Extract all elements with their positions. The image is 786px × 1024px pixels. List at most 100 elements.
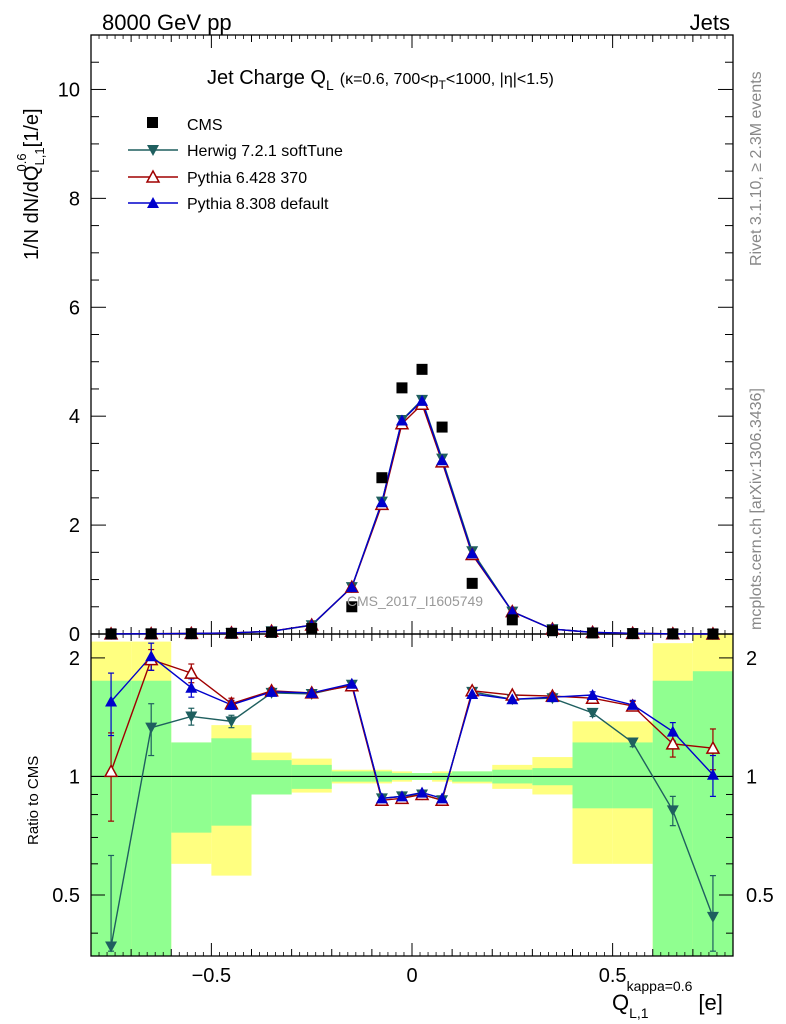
- main-point-cms-6: [346, 601, 358, 613]
- ratio-point-pythia8-14: [586, 689, 599, 701]
- y-tick-label-main-1: 2: [69, 515, 80, 537]
- ratio-point-pythia6-0: [103, 763, 119, 778]
- main-line-pythia8: [111, 399, 713, 635]
- analysis-watermark: CMS_2017_I1605749: [347, 593, 483, 609]
- main-point-pythia8-12: [506, 605, 519, 617]
- legend: CMS Herwig 7.2.1 softTune Pythia 6.428 3…: [128, 117, 343, 213]
- legend-marker-pythia8: [147, 197, 159, 208]
- ratio-point-pythia6-17: [705, 740, 721, 754]
- ratio-point-pythia8-0: [105, 695, 118, 707]
- main-point-pythia8-6: [345, 581, 358, 593]
- ratio-point-herwig-3: [225, 716, 238, 728]
- x-axis-label: QL,1kappa=0.6[e]: [612, 978, 723, 1021]
- main-point-cms-9: [416, 363, 428, 375]
- ratio-point-pythia8-11: [466, 687, 479, 699]
- ratio-point-pythia8-9: [416, 786, 429, 798]
- main-point-cms-10: [436, 421, 448, 433]
- main-point-cms-14: [587, 627, 599, 639]
- legend-marker-cms: [147, 117, 158, 128]
- main-point-cms-2: [185, 628, 197, 640]
- ratio-point-pythia8-7: [375, 792, 388, 804]
- ratio-point-herwig-2: [185, 711, 198, 723]
- legend-label-pythia8: Pythia 8.308 default: [187, 196, 329, 213]
- ratio-tick-label-left-0: 0.5: [52, 885, 80, 907]
- main-point-pythia8-11: [466, 547, 479, 559]
- ratio-point-herwig-16: [666, 805, 679, 817]
- y-tick-label-main-5: 10: [58, 79, 80, 101]
- x-tick-label-1: 0: [406, 965, 417, 987]
- x-tick-label-2: 0.5: [599, 965, 627, 987]
- main-point-cms-8: [396, 382, 408, 394]
- ratio-point-herwig-15: [626, 737, 639, 749]
- main-point-cms-3: [225, 627, 237, 639]
- ratio-tick-label-right-0: 0.5: [746, 885, 774, 907]
- ratio-point-pythia8-6: [345, 677, 358, 689]
- y-axis-label-ratio: Ratio to CMS: [25, 756, 42, 845]
- main-point-pythia8-7: [375, 496, 388, 508]
- main-point-cms-11: [466, 577, 478, 589]
- legend-label-pythia6: Pythia 6.428 370: [187, 170, 307, 187]
- ratio-tick-label-left-2: 2: [69, 648, 80, 670]
- ratio-point-pythia8-17: [706, 768, 719, 780]
- ratio-point-pythia8-16: [666, 725, 679, 737]
- legend-label-cms: CMS: [187, 117, 223, 134]
- legend-entry-cms: CMS: [147, 117, 223, 134]
- ratio-point-pythia8-12: [506, 693, 519, 705]
- main-point-cms-13: [546, 625, 558, 637]
- ratio-line-pythia8: [110, 655, 714, 800]
- ratio-point-herwig-1: [145, 722, 158, 734]
- ratio-point-pythia8-2: [185, 681, 198, 693]
- main-point-pythia8-9: [416, 394, 429, 406]
- ratio-tick-label-right-1: 1: [746, 766, 757, 788]
- y-tick-label-main-3: 6: [69, 297, 80, 319]
- category-label: Jets: [690, 10, 730, 35]
- band-green-2: [171, 742, 212, 833]
- main-point-pythia8-8: [395, 414, 408, 426]
- ratio-point-pythia8-3: [225, 698, 238, 710]
- ratio-point-herwig-17: [706, 911, 719, 923]
- ratio-point-pythia8-1: [145, 650, 158, 662]
- main-point-pythia8-10: [436, 454, 449, 466]
- main-point-cms-15: [627, 628, 639, 640]
- main-point-cms-12: [506, 614, 518, 626]
- ratio-point-pythia8-5: [305, 686, 318, 698]
- ratio-line-pythia6: [110, 658, 714, 802]
- axis-ticks: [90, 34, 734, 956]
- ratio-point-pythia8-13: [546, 691, 559, 703]
- source-label: mcplots.cern.ch [arXiv:1306.3436]: [748, 388, 765, 630]
- ratio-point-pythia8-10: [436, 792, 449, 804]
- y-axis-label-main: 1/N dN/dQL,10.6[1/e]: [14, 108, 47, 260]
- legend-entry-pythia6: Pythia 6.428 370: [128, 169, 307, 187]
- main-point-cms-1: [145, 628, 157, 640]
- ratio-line-herwig: [110, 683, 714, 947]
- ratio-point-pythia8-4: [265, 685, 278, 697]
- ratio-tick-label-left-1: 1: [69, 766, 80, 788]
- band-green-3: [211, 738, 252, 826]
- energy-label: 8000 GeV pp: [102, 10, 232, 35]
- ratio-point-pythia6-16: [665, 736, 681, 750]
- legend-entry-herwig: Herwig 7.2.1 softTune: [128, 143, 343, 160]
- ratio-point-pythia6-2: [184, 665, 199, 679]
- y-tick-label-main-2: 4: [69, 406, 80, 428]
- rivet-label: Rivet 3.1.10, ≥ 2.3M events: [748, 71, 765, 266]
- legend-marker-herwig: [147, 145, 159, 156]
- band-green-15: [612, 742, 653, 809]
- ratio-point-pythia8-8: [395, 790, 408, 802]
- band-green-4: [251, 760, 292, 795]
- main-point-cms-0: [105, 628, 117, 640]
- main-point-cms-17: [707, 628, 719, 640]
- ratio-point-pythia8-15: [626, 698, 639, 710]
- legend-marker-pythia6: [145, 169, 161, 183]
- main-point-cms-7: [376, 472, 388, 484]
- ratio-tick-label-right-2: 2: [746, 648, 757, 670]
- main-point-cms-16: [667, 628, 679, 640]
- legend-label-herwig: Herwig 7.2.1 softTune: [187, 143, 343, 160]
- data-series: [103, 363, 721, 953]
- main-point-cms-5: [306, 623, 318, 635]
- ratio-point-herwig-0: [105, 941, 118, 953]
- x-tick-label-0: −0.5: [192, 965, 231, 987]
- y-tick-label-main-0: 0: [69, 624, 80, 646]
- y-tick-label-main-4: 8: [69, 188, 80, 210]
